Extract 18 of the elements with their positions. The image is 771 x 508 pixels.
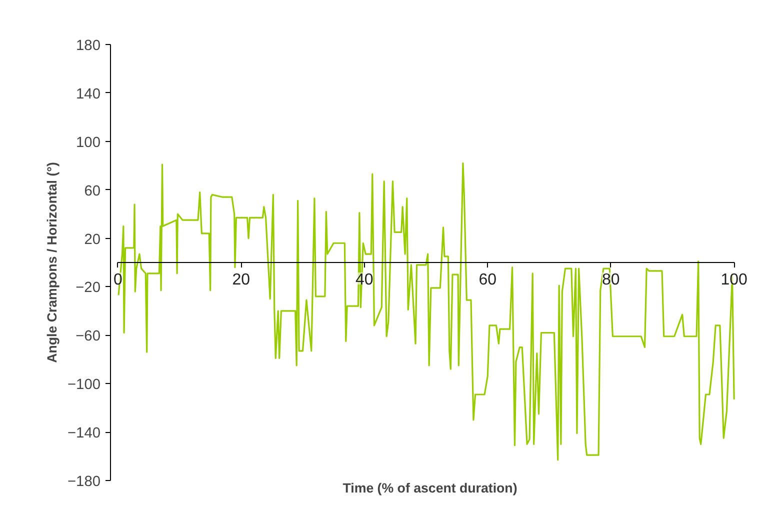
x-tick-label: 40 [355, 272, 374, 288]
x-tick-label: 0 [113, 272, 122, 288]
y-axis-title: Angle Crampons / Horizontal (°) [44, 162, 60, 363]
x-tick-label: 20 [232, 272, 250, 288]
y-tick-label: −180 [67, 474, 101, 490]
y-tick-label: −60 [76, 328, 101, 345]
x-tick-label: 60 [478, 272, 497, 288]
x-tick-label: 100 [720, 272, 748, 288]
y-tick-label: 180 [76, 38, 101, 54]
y-tick-label: 20 [84, 232, 101, 248]
x-axis-title: Time (% of ascent duration) [342, 480, 518, 496]
y-tick-label: −100 [67, 377, 101, 394]
y-tick-label: 140 [76, 86, 101, 102]
y-tick-label: 100 [76, 134, 101, 151]
y-tick-label: −140 [67, 426, 101, 442]
y-tick-label: −20 [76, 280, 101, 296]
x-tick-label: 80 [602, 272, 620, 288]
y-tick-label: 60 [84, 183, 101, 200]
